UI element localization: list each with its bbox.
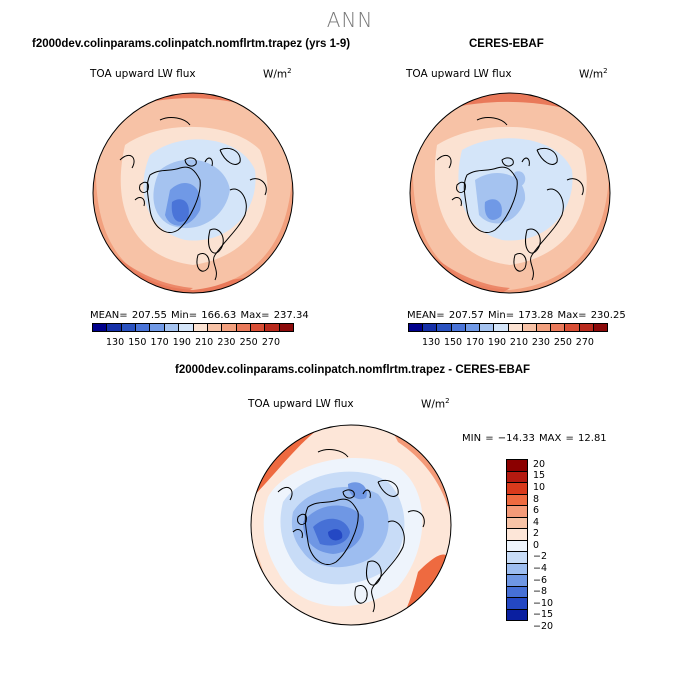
- stats-label: MIN = −14.33 MAX = 12.81: [462, 433, 607, 444]
- colorbar-swatch: [507, 529, 527, 541]
- colorbar-swatch: [451, 324, 466, 331]
- colorbar-tick-label: 230: [217, 337, 236, 348]
- colorbar-swatch: [507, 598, 527, 610]
- stats-label: MEAN= 207.55 Min= 166.63 Max= 237.34: [90, 310, 309, 321]
- colorbar-swatch: [507, 563, 527, 575]
- units-label: W/m2: [421, 397, 450, 411]
- colorbar-tick-label: 2: [533, 528, 540, 540]
- colorbar-swatch: [480, 324, 495, 331]
- colorbar-tick-label: 150: [443, 337, 463, 348]
- colorbar-swatch: [536, 324, 552, 331]
- colorbar-tick-label: 20: [533, 458, 546, 470]
- colorbar-tick-label: 190: [172, 337, 191, 348]
- colorbar: [408, 323, 608, 332]
- colorbar-swatch: [507, 506, 527, 518]
- colorbar-tick-label: 15: [533, 470, 546, 482]
- variable-label: TOA upward LW flux: [248, 398, 354, 410]
- colorbar-swatch: [508, 324, 523, 331]
- colorbar-swatch: [507, 460, 527, 472]
- colorbar-labels: 20 15 10 8 6 4 2 0 −2 −4 −6 −8 −10 −15 −20: [533, 458, 573, 632]
- units-label: W/m2: [579, 67, 608, 81]
- panel-title-diff: f2000dev.colinparams.colinpatch.nomflrtm…: [175, 364, 531, 376]
- colorbar-swatch: [93, 324, 108, 331]
- colorbar-swatch: [179, 324, 194, 331]
- colorbar-swatch: [507, 483, 527, 495]
- panel-title-obs: CERES-EBAF: [469, 38, 544, 50]
- colorbar-swatch: [222, 324, 237, 331]
- colorbar-labels: 130 150 170 190 210 230 250 270: [92, 337, 294, 348]
- colorbar-swatch: [265, 324, 280, 331]
- colorbar-swatch: [465, 324, 481, 331]
- colorbar-swatch: [279, 324, 294, 331]
- colorbar-swatch: [507, 552, 527, 564]
- colorbar-swatch: [494, 324, 509, 331]
- colorbar-swatch: [250, 324, 266, 331]
- colorbar-swatch: [164, 324, 180, 331]
- colorbar: [92, 323, 294, 332]
- units-label: W/m2: [263, 67, 292, 81]
- colorbar-tick-label: −2: [533, 551, 548, 563]
- colorbar-swatch: [507, 471, 527, 483]
- colorbar-swatch: [409, 324, 424, 331]
- colorbar-swatch: [423, 324, 438, 331]
- colorbar-tick-label: 0: [533, 539, 540, 551]
- colorbar-labels: 130 150 170 190 210 230 250 270: [408, 337, 608, 348]
- colorbar-tick-label: 270: [575, 337, 594, 348]
- colorbar-tick-label: −8: [533, 586, 548, 598]
- colorbar-tick-label: −10: [533, 597, 554, 609]
- colorbar-tick-label: −15: [533, 609, 554, 621]
- colorbar-tick-label: 170: [465, 337, 485, 348]
- colorbar-tick-label: 230: [531, 337, 550, 348]
- colorbar-tick-label: 190: [487, 337, 507, 348]
- colorbar-tick-label: 250: [553, 337, 572, 348]
- stats-label: MEAN= 207.57 Min= 173.28 Max= 230.25: [407, 310, 626, 321]
- colorbar-vertical: [506, 459, 528, 621]
- colorbar-tick-label: 4: [533, 516, 540, 528]
- colorbar-swatch: [522, 324, 537, 331]
- colorbar-swatch: [565, 324, 580, 331]
- colorbar-swatch: [507, 609, 527, 620]
- colorbar-swatch: [579, 324, 594, 331]
- panel-title-model: f2000dev.colinparams.colinpatch.nomflrtm…: [32, 38, 351, 50]
- colorbar-tick-label: 8: [533, 493, 540, 505]
- variable-label: TOA upward LW flux: [406, 68, 512, 80]
- colorbar-swatch: [121, 324, 137, 331]
- colorbar-swatch: [150, 324, 165, 331]
- colorbar-tick-label: −4: [533, 562, 548, 574]
- colorbar-swatch: [507, 494, 527, 506]
- colorbar-tick-label: 210: [195, 337, 214, 348]
- colorbar-swatch: [507, 540, 527, 552]
- colorbar-swatch: [437, 324, 452, 331]
- colorbar-swatch: [507, 575, 527, 587]
- colorbar-swatch: [507, 586, 527, 598]
- colorbar-tick-label: −6: [533, 574, 548, 586]
- polar-map-obs: [409, 92, 611, 294]
- colorbar-tick-label: 130: [106, 337, 125, 348]
- polar-map-model: [92, 92, 294, 294]
- colorbar-tick-label: 6: [533, 505, 540, 517]
- colorbar-swatch: [193, 324, 208, 331]
- colorbar-tick-label: 210: [509, 337, 529, 348]
- colorbar-swatch: [207, 324, 223, 331]
- colorbar-swatch: [236, 324, 251, 331]
- colorbar-tick-label: 150: [128, 337, 147, 348]
- colorbar-tick-label: 250: [239, 337, 258, 348]
- colorbar-swatch: [593, 324, 608, 331]
- colorbar-tick-label: 270: [261, 337, 280, 348]
- colorbar-tick-label: 170: [150, 337, 169, 348]
- variable-label: TOA upward LW flux: [90, 68, 196, 80]
- colorbar-tick-label: 130: [422, 337, 441, 348]
- colorbar-tick-label: 10: [533, 481, 546, 493]
- colorbar-swatch: [551, 324, 566, 331]
- colorbar-swatch: [107, 324, 122, 331]
- page-title: ANN: [326, 8, 374, 32]
- colorbar-tick-label: −20: [533, 620, 554, 632]
- colorbar-swatch: [136, 324, 151, 331]
- colorbar-swatch: [507, 517, 527, 529]
- polar-map-diff: [250, 424, 452, 626]
